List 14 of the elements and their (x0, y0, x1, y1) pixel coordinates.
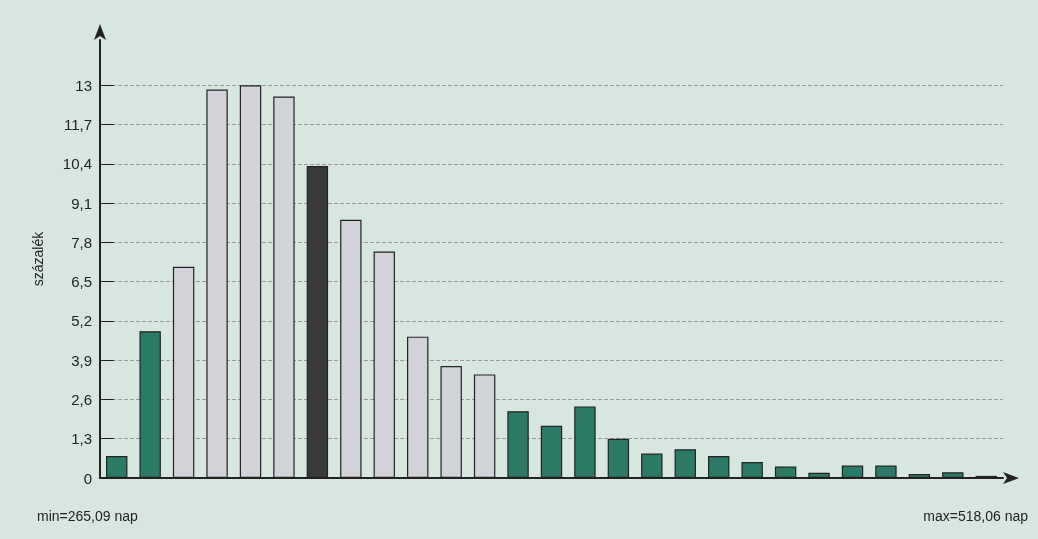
y-tick-label: 11,7 (63, 116, 92, 134)
y-tick-label: 13 (75, 76, 92, 94)
y-tick-label: 10,4 (62, 155, 92, 173)
y-axis-title: százalék (30, 230, 46, 287)
y-tick-label: 3,9 (71, 351, 92, 369)
y-tick-label: 2,6 (71, 390, 92, 408)
y-tick-label: 6,5 (71, 273, 92, 291)
y-tick-label: 7,8 (71, 233, 92, 251)
y-tick-label: 0 (83, 469, 92, 487)
text: min=265,09 nap (37, 508, 139, 524)
y-tick-label: 9,1 (71, 194, 92, 212)
text: max=518,06 nap (923, 508, 1029, 524)
y-tick-label: 5,2 (71, 312, 92, 330)
y-tick-label: 1,3 (71, 430, 92, 448)
